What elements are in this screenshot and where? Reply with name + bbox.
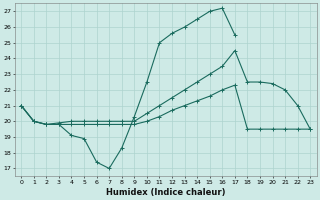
- X-axis label: Humidex (Indice chaleur): Humidex (Indice chaleur): [106, 188, 226, 197]
